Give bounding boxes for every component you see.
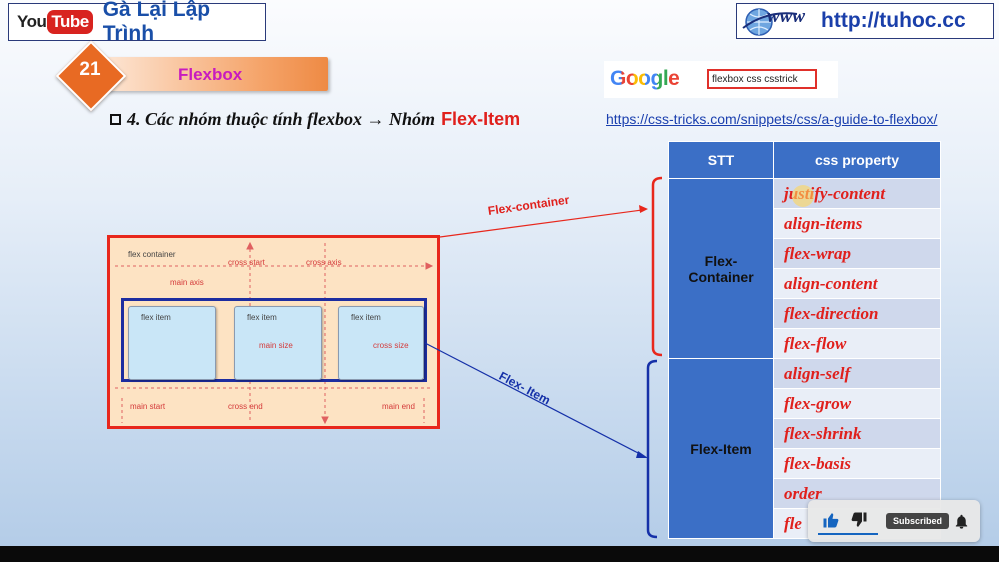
property-cell: flex-grow	[773, 388, 941, 419]
like-underline	[818, 533, 878, 535]
site-url[interactable]: http://tuhoc.cc	[821, 9, 966, 32]
channel-header: You Tube Gà Lại Lập Trình	[8, 0, 266, 45]
lesson-banner: Flexbox 21	[55, 40, 330, 112]
like-icon[interactable]	[822, 511, 840, 529]
slide-subtitle: 4. Các nhóm thuộc tính flexbox → Nhóm Fl…	[110, 109, 520, 130]
column-header-property: css property	[773, 141, 941, 179]
youtube-logo-tube: Tube	[47, 10, 93, 34]
flex-item-2-label: flex item	[247, 313, 277, 322]
site-header: www http://tuhoc.cc	[736, 3, 994, 39]
google-logo-text: Google	[610, 67, 680, 90]
label-cross-axis: cross axis	[306, 258, 342, 267]
label-flex-container: flex container	[128, 250, 176, 259]
lesson-title: Flexbox	[178, 65, 243, 84]
property-cell: flex-wrap	[773, 238, 941, 269]
label-main-end: main end	[382, 402, 415, 411]
dislike-icon[interactable]	[850, 511, 868, 529]
flex-item-3-label: flex item	[351, 313, 381, 322]
lesson-title-bar: Flexbox	[102, 57, 328, 91]
subtitle-text: 4. Các nhóm thuộc tính flexbox → Nhóm	[127, 109, 436, 129]
google-search-input[interactable]: flexbox css csstrick	[707, 69, 817, 89]
reference-link[interactable]: https://css-tricks.com/snippets/css/a-gu…	[606, 111, 938, 127]
property-cell: align-items	[773, 208, 941, 239]
property-cell: flex-shrink	[773, 418, 941, 449]
property-cell: align-self	[773, 358, 941, 389]
table-row: align-items	[669, 208, 941, 239]
www-globe-logo: www	[737, 4, 825, 38]
lesson-number: 21	[79, 59, 101, 80]
label-cross-size: cross size	[373, 341, 409, 350]
group-flex-container-label: Flex- Container	[688, 252, 754, 285]
table-row: flex-direction	[669, 298, 941, 329]
cursor-highlight	[792, 185, 814, 207]
property-cell: flex-flow	[773, 328, 941, 359]
checkbox-bullet-icon	[110, 114, 121, 125]
label-cross-start: cross start	[228, 258, 265, 267]
subscribed-button[interactable]: Subscribed	[886, 513, 950, 529]
flex-items-box: flex item flex item main size flex item …	[121, 298, 427, 382]
table-row: flex-basis	[669, 448, 941, 479]
group-flex-container: Flex- Container	[668, 178, 774, 359]
label-main-size: main size	[259, 341, 293, 350]
table-row: Flex-Item align-self	[668, 358, 941, 539]
youtube-logo: You Tube	[17, 10, 93, 34]
label-main-start: main start	[130, 402, 166, 411]
table-row: flex-wrap	[669, 238, 941, 269]
youtube-logo-you: You	[17, 12, 47, 31]
google-logo: Google	[610, 67, 680, 91]
group-flex-item: Flex-Item	[668, 358, 774, 539]
label-main-axis: main axis	[170, 278, 204, 287]
flex-item-1-label: flex item	[141, 313, 171, 322]
column-header-stt: STT	[668, 141, 774, 179]
property-cell: align-content	[773, 268, 941, 299]
property-cell: flex-direction	[773, 298, 941, 329]
label-cross-end: cross end	[228, 402, 263, 411]
subtitle-highlight: Flex-Item	[441, 109, 521, 129]
flex-item-2: flex item main size	[234, 306, 322, 380]
google-search: Google flexbox css csstrick	[604, 61, 838, 98]
property-cell: flex-basis	[773, 448, 941, 479]
flex-item-3: flex item cross size	[338, 306, 424, 380]
flex-item-1: flex item	[128, 306, 216, 380]
table-row: align-content	[669, 268, 941, 299]
table-header-row: STT css property	[668, 141, 941, 179]
video-bottom-bar	[0, 546, 999, 562]
bell-icon[interactable]	[953, 513, 970, 530]
flexbox-diagram: flex container cross start cross axis ma…	[107, 235, 440, 429]
channel-name: Gà Lại Lập Trình	[102, 0, 211, 45]
table-row: flex-shrink	[669, 418, 941, 449]
youtube-engagement-overlay: Subscribed	[808, 500, 980, 542]
www-logo-text: www	[767, 6, 806, 27]
